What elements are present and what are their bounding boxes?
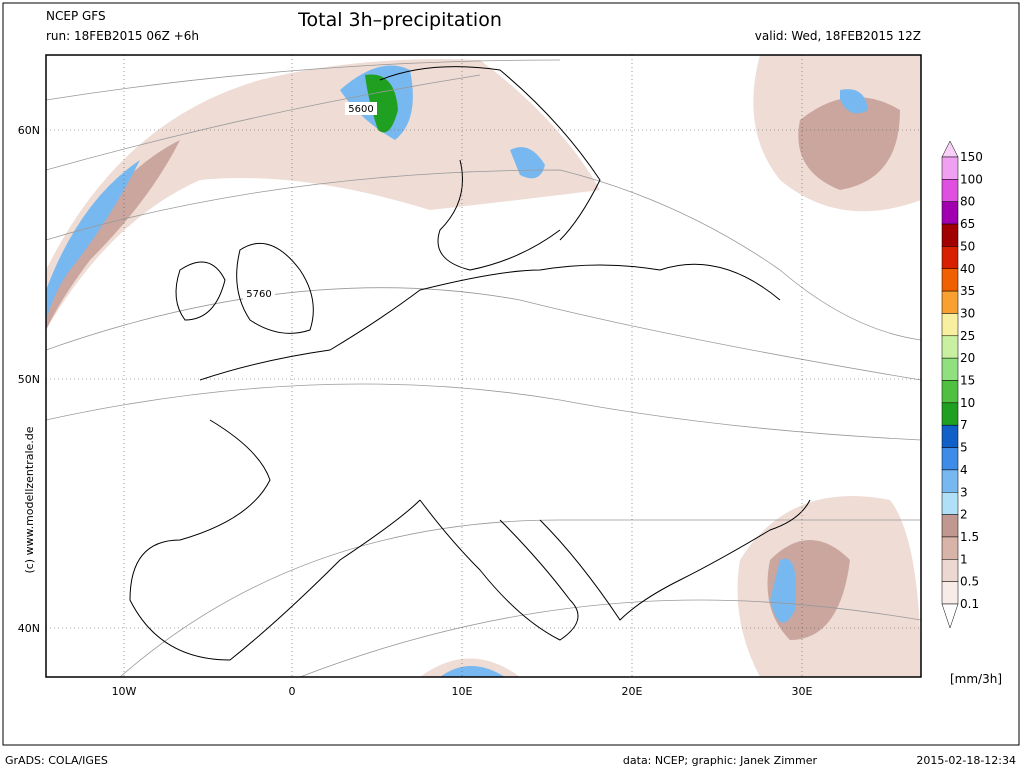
legend-label: 5: [960, 441, 968, 455]
legend-swatch: [941, 424, 959, 448]
legend-label: 4: [960, 463, 968, 477]
legend-label: 2: [960, 508, 968, 522]
contour-label: 5760: [246, 289, 271, 300]
legend-label: 100: [960, 172, 983, 186]
legend-label: 35: [960, 284, 975, 298]
title: Total 3h–precipitation: [297, 9, 502, 31]
legend-swatch: [941, 201, 959, 225]
legend-label: 25: [960, 329, 975, 343]
legend-arrow-bottom: [941, 603, 959, 629]
model-name: NCEP GFS: [46, 9, 106, 23]
legend-swatch: [941, 447, 959, 471]
legend-label: 1: [960, 552, 968, 566]
footer-credit: data: NCEP; graphic: Janek Zimmer: [623, 754, 818, 767]
footer-timestamp: 2015-02-18-12:34: [916, 754, 1016, 767]
footer-grads: GrADS: COLA/IGES: [5, 754, 108, 767]
legend-swatch: [941, 268, 959, 292]
legend-label: 0.5: [960, 575, 979, 589]
legend-swatch: [941, 514, 959, 538]
legend-swatch: [941, 335, 959, 359]
legend-label: 10: [960, 396, 975, 410]
legend-swatch: [941, 156, 959, 180]
legend-swatch: [941, 536, 959, 560]
precip-green: [365, 74, 398, 133]
lon-label: 0: [289, 685, 296, 698]
legend-swatch: [941, 313, 959, 337]
legend-label: 0.1: [960, 597, 979, 611]
legend-swatch: [941, 380, 959, 404]
legend-label: 65: [960, 217, 975, 231]
lat-label: 50N: [18, 373, 40, 386]
legend-swatch: [941, 223, 959, 247]
legend-label: 80: [960, 195, 975, 209]
legend: 150 100 80 65 50 40 35 30 25 20 15 10 7 5 4 3 2 1.5 1 0.5 0.…: [941, 140, 983, 629]
legend-label: 7: [960, 418, 968, 432]
legend-swatch: [941, 402, 959, 426]
legend-swatch: [941, 357, 959, 381]
legend-label: 30: [960, 306, 975, 320]
lat-label: 60N: [18, 124, 40, 137]
legend-swatch: [941, 179, 959, 202]
legend-label: 3: [960, 485, 968, 499]
height-contours: [46, 59, 921, 677]
valid-time: valid: Wed, 18FEB2015 12Z: [755, 29, 921, 43]
legend-swatch: [941, 492, 959, 515]
run-info: run: 18FEB2015 06Z +6h: [46, 29, 199, 43]
lon-label: 30E: [792, 685, 813, 698]
lon-label: 20E: [622, 685, 643, 698]
legend-unit: [mm/3h]: [950, 672, 1002, 686]
legend-label: 40: [960, 262, 975, 276]
contour-label: 5600: [348, 104, 373, 115]
legend-swatch: [941, 290, 959, 314]
legend-label: 50: [960, 239, 975, 253]
legend-swatch: [941, 246, 959, 269]
legend-label: 150: [960, 150, 983, 164]
legend-swatch: [941, 469, 959, 493]
legend-label: 15: [960, 374, 975, 388]
lon-label: 10E: [452, 685, 473, 698]
legend-label: 20: [960, 351, 975, 365]
coastlines: [129, 66, 811, 661]
lon-label: 10W: [112, 685, 137, 698]
copyright: (c) www.modellzentrale.de: [23, 426, 36, 573]
map-content: 5600 5760: [46, 55, 921, 677]
map: 5600 5760 60N 50N 40N 10W 0 10E 20E 30E …: [18, 54, 922, 698]
legend-swatch: [941, 559, 959, 582]
legend-swatch: [941, 581, 959, 605]
legend-label: 1.5: [960, 530, 979, 544]
map-frame: [45, 54, 922, 678]
lat-label: 40N: [18, 622, 40, 635]
